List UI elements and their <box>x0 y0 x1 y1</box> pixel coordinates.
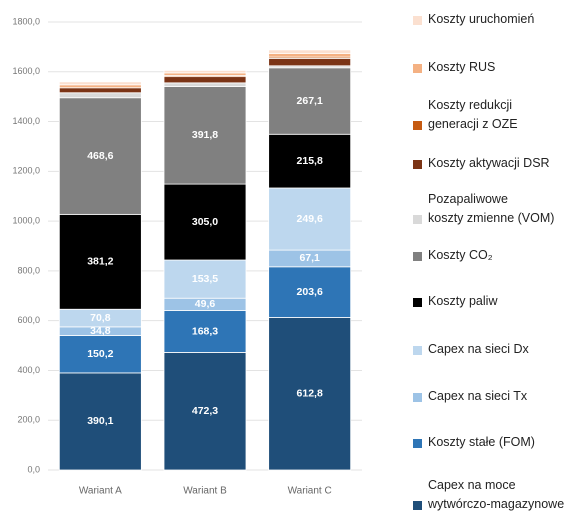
bar-segment <box>58 335 142 374</box>
chart: 0,0 200,0 400,0 600,0 800,0 1000,0 1200,0 1400,… <box>12 16 362 497</box>
value-label: 472,3 <box>192 405 218 417</box>
x-tick-label: Wariant A <box>79 486 122 497</box>
legend-label: Koszty RUS <box>428 60 496 74</box>
bar-segment <box>268 67 352 135</box>
y-tick-label: 1000,0 <box>12 215 40 225</box>
value-label: 203,6 <box>297 286 323 298</box>
legend-label: Capex na sieci Tx <box>428 389 528 403</box>
y-tick-label: 0,0 <box>27 464 40 474</box>
legend-label: Capex na moce wytwórczo-magazynowe <box>428 478 565 511</box>
bar-segment <box>163 259 247 299</box>
bar-segment <box>268 317 352 471</box>
y-tick-label: 1400,0 <box>12 116 40 126</box>
value-label: 381,2 <box>87 256 113 268</box>
legend-label: Koszty uruchomień <box>428 12 535 26</box>
y-tick-label: 1800,0 <box>12 16 40 26</box>
legend-item: Capex na moce wytwórczo-magazynowe <box>413 476 564 514</box>
legend-item: Koszty CO₂ <box>413 246 493 265</box>
bar-segment <box>268 52 352 58</box>
value-label: 153,5 <box>192 273 218 285</box>
value-label: 612,8 <box>297 388 323 400</box>
legend-swatch <box>413 215 422 224</box>
y-tick-label: 800,0 <box>17 265 40 275</box>
bar-segment <box>58 92 142 99</box>
legend-swatch <box>413 346 422 355</box>
legend-label: Pozapaliwowe koszty zmienne (VOM) <box>428 192 555 225</box>
value-label: 249,6 <box>297 213 323 225</box>
y-tick-label: 200,0 <box>17 415 40 425</box>
legend-item: Koszty RUS <box>413 58 495 77</box>
x-tick-label: Wariant B <box>183 486 227 497</box>
legend-swatch <box>413 501 422 510</box>
legend-item: Capex na sieci Tx <box>413 387 527 406</box>
legend-swatch <box>413 393 422 402</box>
bar-segment <box>268 49 352 54</box>
value-label: 391,8 <box>192 129 218 141</box>
legend-item: Koszty aktywacji DSR <box>413 154 550 173</box>
value-label: 468,6 <box>87 150 113 162</box>
bar-segment <box>268 57 352 67</box>
value-label: 70,8 <box>90 312 111 324</box>
y-tick-label: 400,0 <box>17 365 40 375</box>
legend-item: Koszty uruchomień <box>413 10 534 29</box>
bar-segment <box>58 97 142 215</box>
bar-segment <box>268 266 352 318</box>
legend-swatch <box>413 252 422 261</box>
bar-segment <box>163 70 247 74</box>
y-tick-label: 1600,0 <box>12 66 40 76</box>
legend-swatch <box>413 121 422 130</box>
y-tick-label: 1200,0 <box>12 166 40 176</box>
x-tick-label: Wariant C <box>288 486 332 497</box>
bar-segment <box>268 187 352 251</box>
bar-segment <box>163 352 247 471</box>
legend-item: Koszty stałe (FOM) <box>413 433 535 452</box>
legend-swatch <box>413 64 422 73</box>
value-label: 67,1 <box>299 252 320 264</box>
value-label: 168,3 <box>192 325 218 337</box>
legend-label: Koszty redukcji generacji z OZE <box>428 98 518 131</box>
y-tick-label: 600,0 <box>17 315 40 325</box>
bar-segment <box>163 183 247 261</box>
legend-swatch <box>413 16 422 25</box>
bar-segment <box>58 87 142 94</box>
bar-segment <box>163 86 247 185</box>
legend-label: Capex na sieci Dx <box>428 342 529 356</box>
value-label: 390,1 <box>87 415 113 427</box>
value-label: 305,0 <box>192 216 218 228</box>
legend-swatch <box>413 160 422 169</box>
legend-item: Koszty redukcji generacji z OZE <box>413 96 518 134</box>
legend-item: Koszty paliw <box>413 292 497 311</box>
value-label: 34,8 <box>90 325 111 337</box>
value-label: 150,2 <box>87 348 113 360</box>
bar-segment <box>58 81 142 86</box>
legend-item: Pozapaliwowe koszty zmienne (VOM) <box>413 190 554 228</box>
bar-segment <box>58 84 142 89</box>
value-label: 267,1 <box>297 95 323 107</box>
bar-segment <box>163 76 247 84</box>
bar-segment <box>268 133 352 189</box>
legend-label: Koszty aktywacji DSR <box>428 156 550 170</box>
bar-segment <box>163 82 247 87</box>
legend-item: Capex na sieci Dx <box>413 340 529 359</box>
legend-label: Koszty stałe (FOM) <box>428 435 535 449</box>
legend-label: Koszty CO₂ <box>428 248 493 262</box>
value-label: 49,6 <box>195 298 216 310</box>
legend-swatch <box>413 439 422 448</box>
value-label: 215,8 <box>297 155 323 167</box>
bar-segment <box>163 310 247 353</box>
legend-swatch <box>413 298 422 307</box>
legend-label: Koszty paliw <box>428 294 498 308</box>
